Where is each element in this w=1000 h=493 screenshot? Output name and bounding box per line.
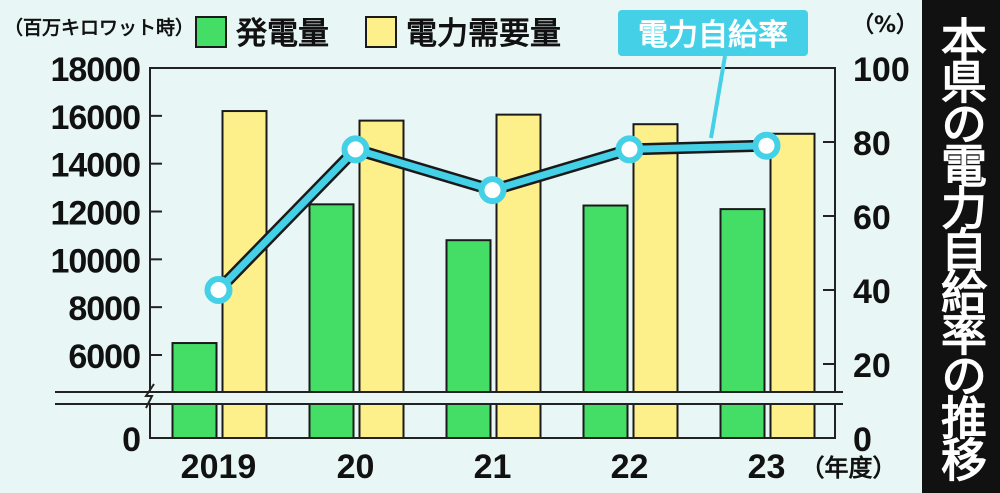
left-tick-label: 12000: [50, 195, 140, 233]
x-tick-label: 20: [337, 448, 375, 486]
right-tick-label: 60: [853, 199, 891, 237]
rate-callout-box: [618, 10, 808, 56]
bar-demand: [632, 123, 679, 440]
chart-title-box: 本県の電力自給率の推移: [922, 0, 1000, 493]
left-tick-label: 10000: [50, 242, 140, 280]
left-tick-label: 14000: [50, 147, 140, 185]
axis-break-band: [55, 392, 843, 404]
axis-break-zigzag: [144, 383, 155, 409]
x-tick-label: 2019: [181, 448, 257, 486]
bar-generation: [171, 342, 218, 439]
chart-title: 本県の電力自給率の推移: [934, 15, 988, 478]
right-tick-label: 40: [853, 273, 891, 311]
legend-label: 発電量: [235, 16, 329, 52]
bar-demand: [495, 113, 542, 439]
left-axis-unit: （百万キロワット時）: [4, 16, 194, 39]
left-tick-label: 18000: [50, 51, 140, 89]
right-axis-unit: （%）: [852, 13, 918, 38]
right-tick-label: 80: [853, 125, 891, 163]
legend-swatch: [195, 16, 227, 48]
chart-svg: 18000 16000 14000 12000 10000 8000 6000 0 100 80 6…: [4, 10, 918, 486]
right-tick-label: 0: [853, 421, 872, 459]
right-tick-label: 20: [853, 347, 891, 385]
rate-callout-pointer: [709, 55, 727, 139]
rate-line-outline: [214, 139, 767, 295]
legend-swatch: [365, 16, 397, 48]
x-tick-label: 22: [611, 448, 649, 486]
rate-line: [215, 142, 767, 293]
left-tick-label: 0: [122, 421, 140, 459]
rate-callout-label: 電力自給率: [638, 18, 788, 53]
rate-point: [204, 276, 233, 304]
left-tick-label: 16000: [50, 99, 140, 137]
rate-point: [615, 135, 644, 164]
x-axis-unit: （年度）: [801, 454, 897, 482]
x-tick-label: 21: [474, 448, 512, 486]
plot-frame: [149, 67, 836, 439]
rate-point: [478, 176, 507, 205]
legend-label: 電力需要量: [406, 16, 561, 52]
left-tick-label: 6000: [68, 338, 140, 376]
right-tick-label: 100: [853, 51, 910, 89]
bar-generation: [445, 239, 492, 439]
rate-point: [752, 131, 781, 160]
left-tick-label: 8000: [68, 290, 140, 328]
x-tick-label: 23: [748, 448, 786, 486]
rate-point: [341, 135, 370, 164]
bar-demand: [358, 119, 405, 439]
